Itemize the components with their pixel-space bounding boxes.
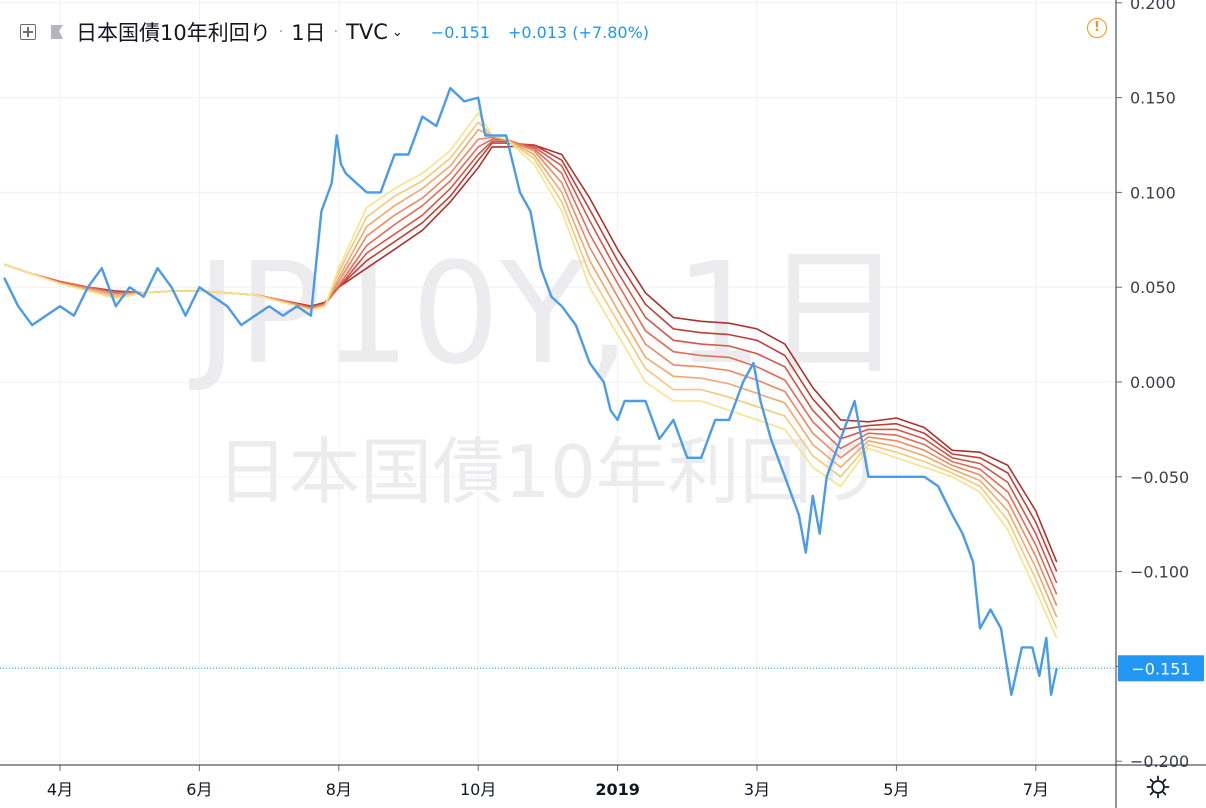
last-price-label-bg	[1118, 655, 1204, 682]
price-line	[3, 86, 1058, 696]
symbol-header: 日本国債10年利回り · 1日 · TVC ⌄ −0.151 +0.013 (+…	[20, 14, 649, 50]
watermark-symbol: JP10Y, 1日	[188, 233, 903, 396]
alert-circle-icon[interactable]: !	[1087, 18, 1107, 38]
y-tick-label: 0.150	[1130, 89, 1176, 108]
chevron-down-icon[interactable]: ⌄	[391, 24, 403, 40]
x-tick-label: 8月	[326, 780, 352, 799]
grid-lines	[0, 0, 1116, 765]
symbol-title[interactable]: 日本国債10年利回り	[76, 21, 271, 45]
x-tick-label: 3月	[744, 780, 770, 799]
interval-label[interactable]: 1日	[291, 21, 326, 45]
x-tick-label: 10月	[460, 780, 496, 799]
x-tick-label: 2019	[595, 780, 640, 799]
y-tick-label: 0.050	[1130, 278, 1176, 297]
y-tick-label: −0.200	[1130, 752, 1189, 771]
y-tick-label: 0.000	[1130, 373, 1176, 392]
x-tick-label: 5月	[883, 780, 909, 799]
price-series	[3, 86, 1058, 696]
last-price-label: −0.151	[1131, 659, 1190, 678]
separator-dot: ·	[278, 24, 284, 40]
exchange-label[interactable]: TVC	[346, 20, 388, 44]
separator-dot-2: ·	[333, 24, 339, 40]
y-tick-label: 0.100	[1130, 183, 1176, 202]
x-tick-label: 4月	[47, 780, 73, 799]
header-last-price: −0.151	[430, 22, 490, 42]
last-price-marker: −0.151	[0, 655, 1204, 682]
plus-square-icon[interactable]	[20, 24, 36, 40]
y-tick-label: −0.050	[1130, 468, 1189, 487]
header-price-change: +0.013 (+7.80%)	[508, 22, 650, 42]
gear-icon[interactable]	[1146, 775, 1170, 799]
flag-icon[interactable]	[50, 24, 64, 40]
x-tick-label: 7月	[1023, 780, 1049, 799]
x-tick-label: 6月	[186, 780, 212, 799]
y-tick-label: −0.100	[1130, 563, 1189, 582]
y-tick-label: 0.200	[1130, 0, 1176, 13]
